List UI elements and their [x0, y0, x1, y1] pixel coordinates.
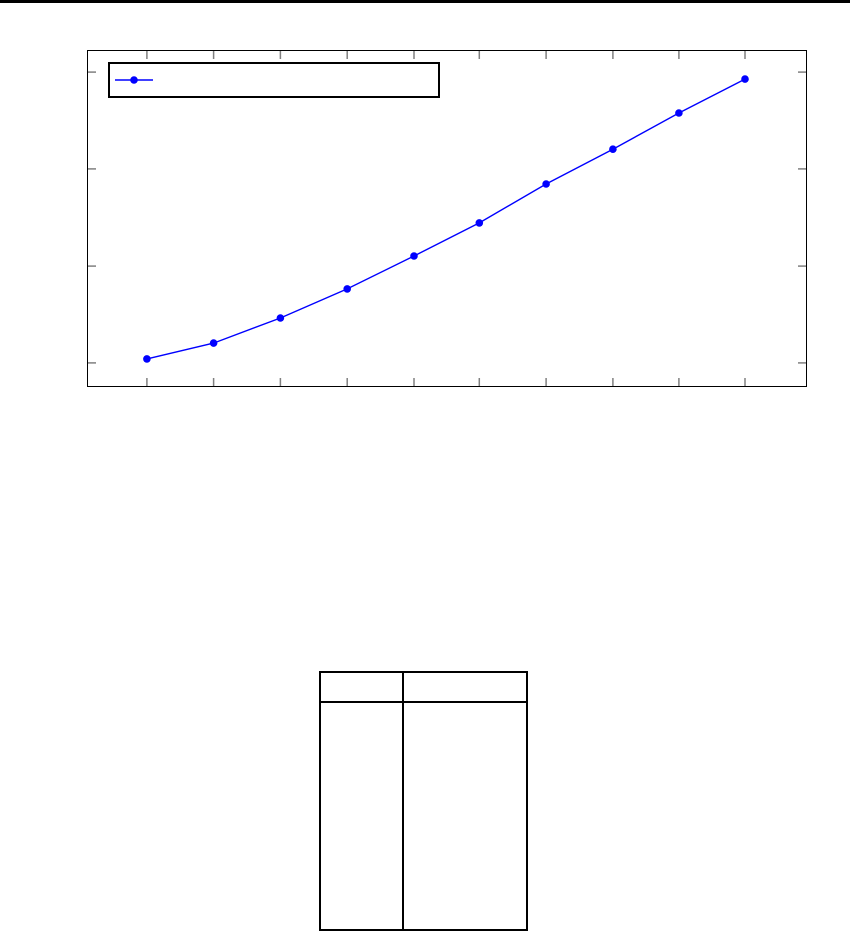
- page-top-rule: [0, 0, 850, 3]
- table-cell: [402, 701, 528, 931]
- table-cell: [319, 701, 404, 931]
- table-header-cell: [319, 671, 404, 703]
- table-header-row: [319, 671, 528, 703]
- data-table: [319, 671, 528, 931]
- chart-plot-area: [88, 51, 806, 386]
- line-chart: [87, 50, 807, 387]
- table-row: [319, 701, 528, 931]
- table-header-cell: [402, 671, 528, 703]
- chart-legend: [108, 62, 440, 98]
- legend-line-sample-icon: [115, 76, 153, 84]
